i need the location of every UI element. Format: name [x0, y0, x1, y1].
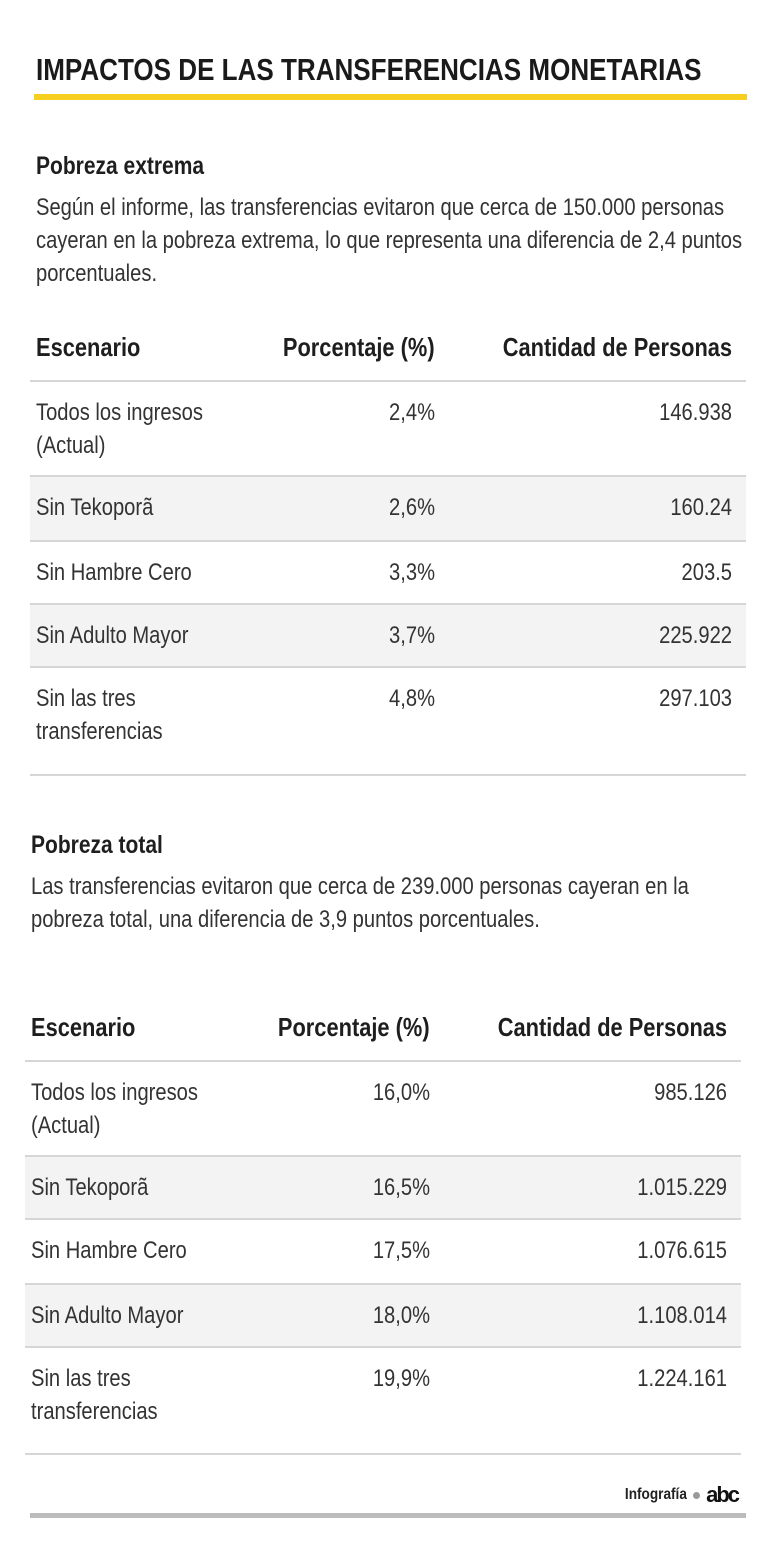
- abc-logo: abc: [706, 1482, 740, 1507]
- section-heading: Pobreza total: [31, 831, 163, 859]
- credit-label: Infografía: [625, 1486, 688, 1504]
- people-count-cell: 160.24: [670, 494, 732, 521]
- table-row: Sin Adulto Mayor 18,0% 1.108.014: [25, 1283, 741, 1348]
- scenario-cell: Sin las tres transferencias: [36, 685, 163, 745]
- table-row: Sin Adulto Mayor 3,7% 225.922: [30, 603, 746, 668]
- percentage-cell: 16,0%: [372, 1079, 430, 1106]
- title-underline: [34, 94, 747, 100]
- percentage-cell: 2,4%: [389, 399, 435, 426]
- people-count-cell: 225.922: [659, 622, 732, 649]
- table-row: Sin Tekoporã 16,5% 1.015.229: [25, 1155, 741, 1220]
- people-count-cell: 1.076.615: [637, 1237, 727, 1264]
- scenario-cell: Sin Tekoporã: [36, 494, 154, 521]
- percentage-cell: 4,8%: [389, 685, 435, 712]
- percentage-cell: 3,7%: [389, 622, 435, 649]
- section-description: Según el informe, las transferencias evi…: [36, 194, 743, 287]
- footer-divider: [30, 1513, 746, 1518]
- people-count-cell: 1.015.229: [637, 1174, 727, 1201]
- column-header: Cantidad de Personas: [497, 1012, 727, 1042]
- column-header: Escenario: [31, 1012, 136, 1042]
- table-row: Sin las tres transferencias 4,8% 297.103: [30, 666, 746, 776]
- column-header: Porcentaje (%): [283, 332, 435, 362]
- percentage-cell: 3,3%: [389, 559, 435, 586]
- footer-credit: Infografía abc: [614, 1482, 740, 1508]
- people-count-cell: 1.108.014: [637, 1302, 727, 1329]
- scenario-cell: Sin Adulto Mayor: [36, 622, 189, 649]
- people-count-cell: 1.224.161: [637, 1365, 727, 1392]
- percentage-cell: 17,5%: [372, 1237, 430, 1264]
- people-count-cell: 985.126: [654, 1079, 727, 1106]
- scenario-cell: Sin Hambre Cero: [36, 559, 192, 586]
- percentage-cell: 19,9%: [372, 1365, 430, 1392]
- scenario-cell: Todos los ingresos (Actual): [36, 399, 203, 459]
- percentage-cell: 16,5%: [372, 1174, 430, 1201]
- separator-dot-icon: [693, 1491, 701, 1499]
- section-description: Las transferencias evitaron que cerca de…: [31, 873, 689, 933]
- column-header: Escenario: [36, 332, 141, 362]
- people-count-cell: 297.103: [659, 685, 732, 712]
- table-row: Todos los ingresos (Actual) 2,4% 146.938: [30, 380, 746, 477]
- percentage-cell: 18,0%: [372, 1302, 430, 1329]
- page-title: IMPACTOS DE LAS TRANSFERENCIAS MONETARIA…: [36, 52, 702, 87]
- people-count-cell: 146.938: [659, 399, 732, 426]
- section-heading: Pobreza extrema: [36, 152, 205, 180]
- column-header: Porcentaje (%): [278, 1012, 430, 1042]
- table-row: Sin Hambre Cero 3,3% 203.5: [30, 540, 746, 605]
- percentage-cell: 2,6%: [389, 494, 435, 521]
- table-row: Sin Tekoporã 2,6% 160.24: [30, 475, 746, 542]
- scenario-cell: Sin Tekoporã: [31, 1174, 149, 1201]
- table-row: Todos los ingresos (Actual) 16,0% 985.126: [25, 1060, 741, 1157]
- column-header: Cantidad de Personas: [502, 332, 732, 362]
- scenario-cell: Sin las tres transferencias: [31, 1365, 158, 1425]
- people-count-cell: 203.5: [681, 559, 732, 586]
- scenario-cell: Sin Hambre Cero: [31, 1237, 187, 1264]
- table-row: Sin Hambre Cero 17,5% 1.076.615: [25, 1218, 741, 1285]
- scenario-cell: Sin Adulto Mayor: [31, 1302, 184, 1329]
- table-row: Sin las tres transferencias 19,9% 1.224.16…: [25, 1346, 741, 1455]
- scenario-cell: Todos los ingresos (Actual): [31, 1079, 198, 1139]
